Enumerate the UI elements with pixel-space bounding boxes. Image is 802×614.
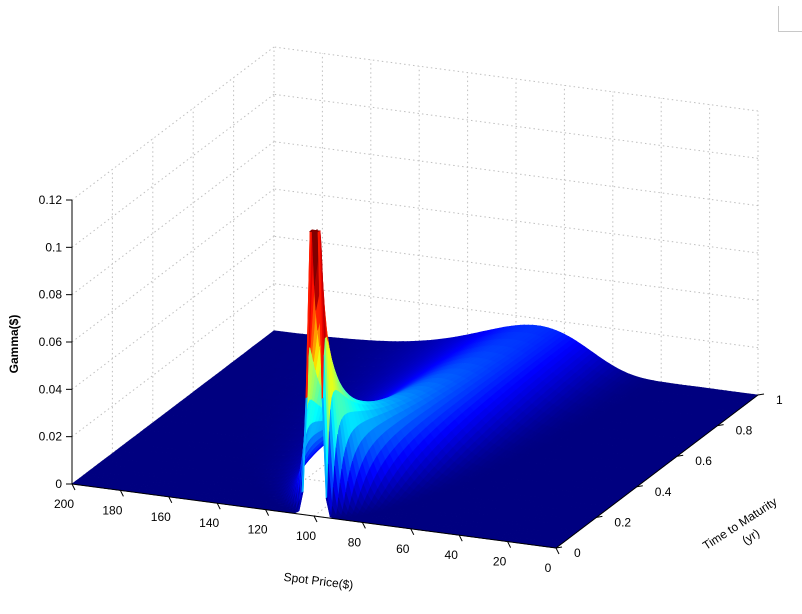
- x-tick-mark: [313, 515, 318, 523]
- grid-line: [71, 235, 275, 390]
- grid-line: [273, 188, 759, 254]
- y-tick-label: 0.4: [655, 485, 672, 499]
- x-tick-label: 20: [493, 555, 507, 569]
- grid-line: [273, 235, 759, 301]
- grid-line: [273, 283, 759, 349]
- x-tick-label: 0: [545, 561, 552, 575]
- y-tick-label: 0.8: [736, 424, 753, 438]
- grid-line: [71, 188, 275, 343]
- x-tick-mark: [458, 534, 463, 542]
- z-tick-label: 0: [55, 477, 62, 491]
- x-tick-mark: [410, 528, 415, 536]
- x-tick-label: 60: [396, 542, 410, 556]
- x-tick-label: 40: [445, 548, 459, 562]
- x-tick-label: 100: [296, 529, 316, 543]
- grid-line: [71, 283, 275, 438]
- z-tick-label: 0.02: [39, 430, 63, 444]
- grid-line: [273, 141, 759, 207]
- x-tick-label: 180: [102, 503, 122, 517]
- x-axis-label: Spot Price($): [283, 570, 354, 592]
- grid-line: [273, 93, 759, 159]
- x-tick-mark: [168, 496, 173, 504]
- y-tick-label: 0.6: [695, 454, 712, 468]
- z-tick-label: 0.08: [39, 288, 63, 302]
- x-tick-label: 160: [151, 510, 171, 524]
- z-tick-label: 0.06: [39, 335, 63, 349]
- x-tick-mark: [265, 509, 270, 516]
- grid-line: [71, 141, 275, 296]
- x-tick-mark: [361, 522, 366, 529]
- y-tick-mark: [757, 393, 765, 396]
- x-tick-mark: [216, 502, 221, 510]
- x-tick-mark: [507, 541, 512, 548]
- z-tick-label: 0.12: [39, 193, 63, 207]
- y-tick-label: 0: [574, 546, 581, 560]
- x-tick-label: 140: [199, 516, 219, 530]
- z-axis-label: Gamma($): [7, 315, 21, 374]
- grid-line: [71, 93, 275, 248]
- z-tick-label: 0.1: [45, 240, 62, 254]
- z-tick-label: 0.04: [39, 382, 63, 396]
- grid-line: [71, 46, 275, 201]
- y-axis-label-line-1: Time to Maturity: [700, 494, 779, 552]
- x-tick-label: 200: [54, 497, 74, 511]
- x-tick-mark: [555, 547, 560, 555]
- x-tick-mark: [71, 483, 76, 491]
- surface-layer: [71, 228, 759, 549]
- x-tick-label: 120: [248, 523, 268, 537]
- y-tick-label: 1: [776, 393, 783, 407]
- x-tick-label: 80: [348, 535, 362, 549]
- window-corner-mark: [778, 6, 802, 32]
- grid-line: [273, 46, 759, 112]
- y-axis-label: Time to Maturity (yr): [700, 494, 779, 552]
- y-tick-label: 0.2: [614, 515, 631, 529]
- x-tick-mark: [119, 490, 124, 497]
